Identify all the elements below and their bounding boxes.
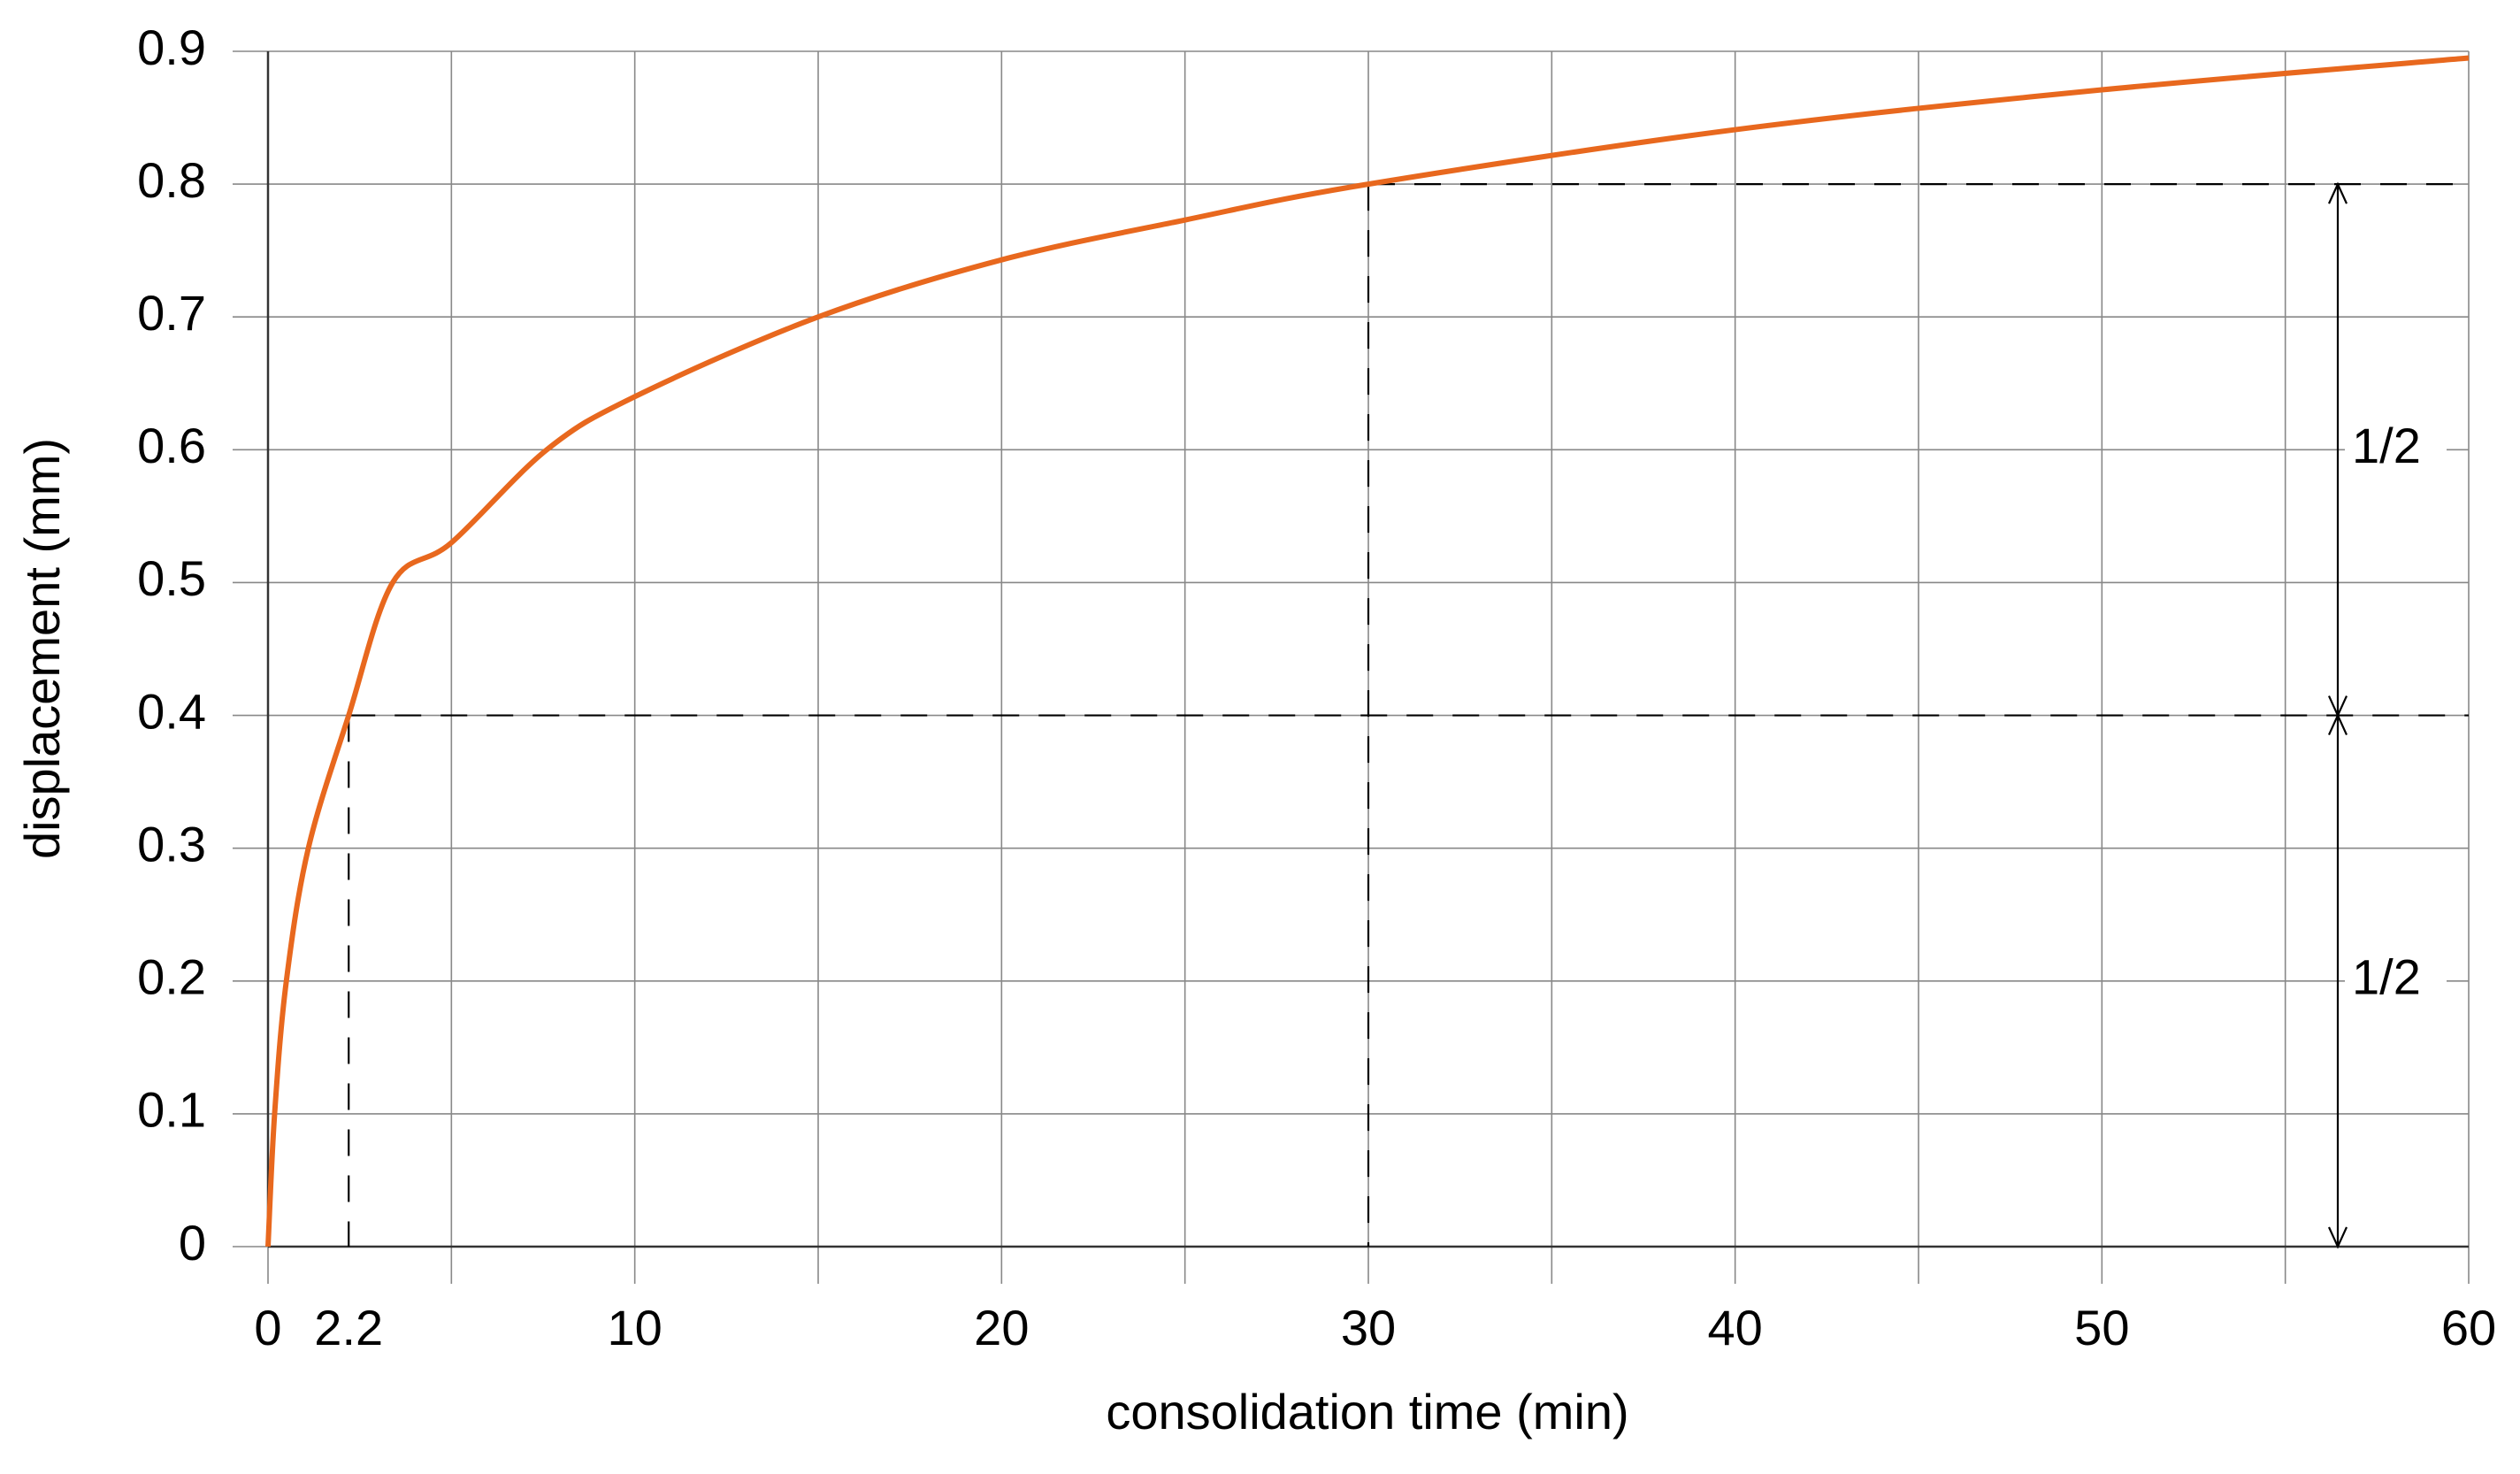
y-tick-label: 0.6	[137, 418, 206, 473]
x-tick-label: 60	[2441, 1300, 2496, 1355]
x-tick-label: 30	[1341, 1300, 1396, 1355]
data-line	[265, 55, 2470, 1248]
y-tick-label: 0.4	[137, 683, 206, 739]
x-tick-label: 2.2	[314, 1300, 383, 1355]
y-tick-label: 0.9	[137, 19, 206, 75]
x-tick-label: 40	[1708, 1300, 1763, 1355]
annotation: 1/2	[2352, 949, 2421, 1005]
arrow-head	[2327, 1226, 2348, 1249]
label-background	[2345, 419, 2447, 480]
x-tick-label: 50	[2074, 1300, 2129, 1355]
y-tick-label: 0.3	[137, 816, 206, 871]
x-tick-label: 10	[608, 1300, 663, 1355]
y-tick-label: 0.5	[137, 550, 206, 606]
y-tick-label: 0	[179, 1215, 206, 1271]
arrow-head	[2327, 695, 2348, 718]
annotation: 1/2	[2352, 418, 2421, 473]
y-tick-label: 0.7	[137, 285, 206, 341]
y-tick-label: 0.1	[137, 1082, 206, 1138]
x-tick-label: 20	[974, 1300, 1029, 1355]
x-axis-title: consolidation time (min)	[1106, 1384, 1628, 1439]
arrow-head	[2327, 181, 2348, 204]
x-tick-label: 0	[254, 1300, 281, 1355]
y-tick-label: 0.2	[137, 949, 206, 1005]
y-tick-label: 0.8	[137, 152, 206, 208]
y-axis-title: displacement (mm)	[14, 438, 70, 859]
label-background	[2345, 950, 2447, 1011]
